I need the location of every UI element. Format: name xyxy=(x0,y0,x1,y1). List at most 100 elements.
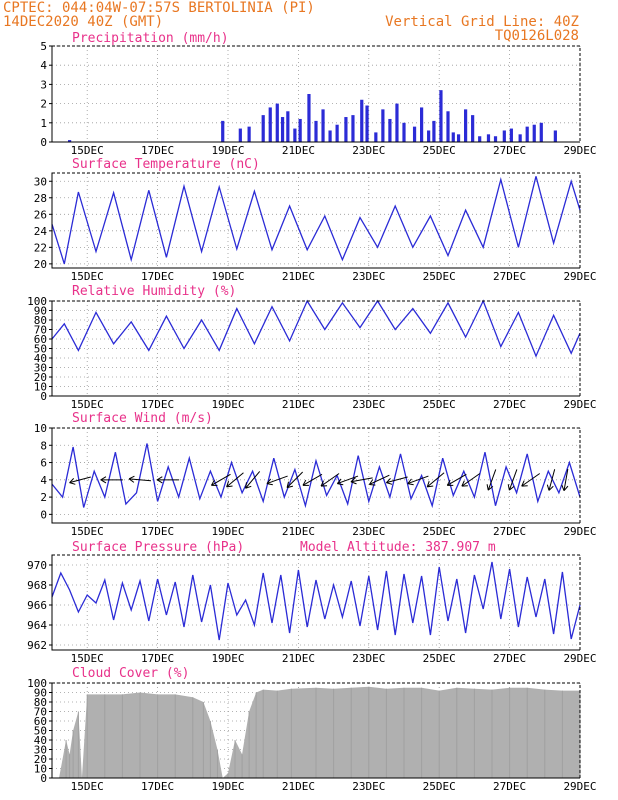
precip-bar xyxy=(293,128,297,142)
precip-bar xyxy=(247,126,251,142)
p2-ytick-label: 20 xyxy=(34,371,47,384)
precip-bar xyxy=(446,111,450,142)
wind-arrow-head xyxy=(407,478,412,484)
p5-xtick-label: 19DEC xyxy=(211,780,244,793)
p4-ytick-label: 968 xyxy=(27,579,47,592)
wind-arrow-head xyxy=(226,485,233,488)
p4-xtick-label: 29DEC xyxy=(563,652,596,665)
precip-bar xyxy=(374,132,378,142)
p0-ytick-label: 2 xyxy=(40,98,47,111)
wind-arrow-head xyxy=(156,476,163,481)
wind-arrow-head xyxy=(407,483,414,486)
wind-arrow-head xyxy=(128,478,135,483)
p2-ytick-label: 90 xyxy=(34,305,47,318)
precip-bar xyxy=(68,140,72,142)
p2-xtick-label: 15DEC xyxy=(71,398,104,411)
p5-xtick-label: 27DEC xyxy=(493,780,526,793)
p2-ytick-label: 80 xyxy=(34,314,47,327)
wind-arrow-head xyxy=(226,481,230,488)
p4-xtick-label: 27DEC xyxy=(493,652,526,665)
wind-arrow-head xyxy=(100,476,107,481)
p0-xtick-label: 27DEC xyxy=(493,144,526,157)
wind-arrow-head xyxy=(100,479,107,484)
wind-arrow xyxy=(69,476,91,484)
panels-layer: 15DEC 17DEC 19DEC 21DEC 23DEC 25DEC 27DEC 29DEC… xyxy=(27,40,596,793)
p2-ytick-label: 30 xyxy=(34,362,47,375)
header-date: 14DEC2020 40Z (GMT) xyxy=(3,14,163,30)
p5-xtick-label: 25DEC xyxy=(423,780,456,793)
wind-arrow-head xyxy=(385,477,391,484)
precip-bar xyxy=(351,115,355,142)
wind-arrow-head xyxy=(245,482,247,489)
p1-ytick-label: 26 xyxy=(34,208,47,221)
p2-ytick-label: 50 xyxy=(34,343,47,356)
p3-xtick-label: 17DEC xyxy=(141,525,174,538)
precip-bar xyxy=(268,107,272,142)
precip-bar xyxy=(539,122,543,142)
p2-ytick-label: 40 xyxy=(34,352,47,365)
wind-arrow-head xyxy=(521,480,525,487)
precip-bar xyxy=(471,115,475,142)
p4-xtick-label: 21DEC xyxy=(282,652,315,665)
wind-arrow xyxy=(548,469,556,491)
p5-ytick-label: 10 xyxy=(34,763,47,776)
p3-xtick-label: 25DEC xyxy=(423,525,456,538)
precip-bar xyxy=(221,120,225,142)
precip-bar xyxy=(439,90,443,142)
p1-ytick-label: 24 xyxy=(34,225,48,238)
precip-bar xyxy=(412,126,417,142)
wind-arrow-head xyxy=(286,485,294,489)
wind-arrow-head xyxy=(128,475,135,480)
wind-arrow xyxy=(350,477,373,483)
p3-ytick-label: 6 xyxy=(40,457,47,470)
precip-bar xyxy=(388,118,392,142)
p5-xtick-label: 15DEC xyxy=(71,780,104,793)
precip-bar xyxy=(451,132,455,142)
precip-bar xyxy=(518,134,522,142)
wind-arrow xyxy=(447,473,467,486)
p0-xtick-label: 29DEC xyxy=(563,144,596,157)
wind-arrow-head xyxy=(266,478,272,484)
p0-ytick-label: 3 xyxy=(40,78,47,91)
wind-arrow xyxy=(320,473,340,487)
wind-arrow-head xyxy=(69,482,76,485)
precip-bar xyxy=(321,109,325,142)
wind-speed-line xyxy=(51,443,581,509)
wind-arrow xyxy=(386,476,408,484)
p2-xtick-label: 29DEC xyxy=(563,398,596,411)
p1-xtick-label: 17DEC xyxy=(141,270,174,283)
wind-arrow xyxy=(426,472,445,488)
wind-arrow xyxy=(302,473,323,486)
p2-xtick-label: 19DEC xyxy=(211,398,244,411)
wind-arrow-head xyxy=(561,484,565,491)
precip-bar xyxy=(478,136,482,142)
p3-xtick-label: 19DEC xyxy=(211,525,244,538)
precip-bar xyxy=(280,117,285,142)
precip-bar xyxy=(486,134,491,142)
p1-ytick-label: 30 xyxy=(34,175,47,188)
p4-xtick-label: 23DEC xyxy=(352,652,385,665)
wind-arrow-head xyxy=(563,485,569,491)
p2-xtick-label: 23DEC xyxy=(352,398,385,411)
header-model: TQ0126L028 xyxy=(495,28,579,44)
p1-xtick-label: 15DEC xyxy=(71,270,104,283)
p2-ytick-label: 100 xyxy=(27,295,47,308)
p0-ytick-label: 0 xyxy=(40,136,47,149)
precip-bar xyxy=(427,130,431,142)
p3-ytick-label: 0 xyxy=(40,508,47,521)
rh-title: Relative Humidity (%) xyxy=(72,284,236,299)
wind-arrow-head xyxy=(368,479,374,485)
header-grid-line: Vertical Grid Line: 40Z xyxy=(385,14,579,30)
pressure-title: Surface Pressure (hPa) xyxy=(72,540,244,555)
wind-arrow-head xyxy=(386,482,393,485)
p5-ytick-label: 70 xyxy=(34,706,47,719)
precip-bar xyxy=(432,120,436,142)
precip-bar xyxy=(344,117,348,142)
p3-frame xyxy=(51,427,581,524)
p1-xtick-label: 21DEC xyxy=(282,270,315,283)
header-location: CPTEC: 044:04W-07:57S BERTOLINIA (PI) xyxy=(3,0,315,16)
p2-xtick-label: 21DEC xyxy=(282,398,315,411)
wind-arrow xyxy=(128,478,152,482)
p2-ytick-label: 0 xyxy=(40,390,47,403)
